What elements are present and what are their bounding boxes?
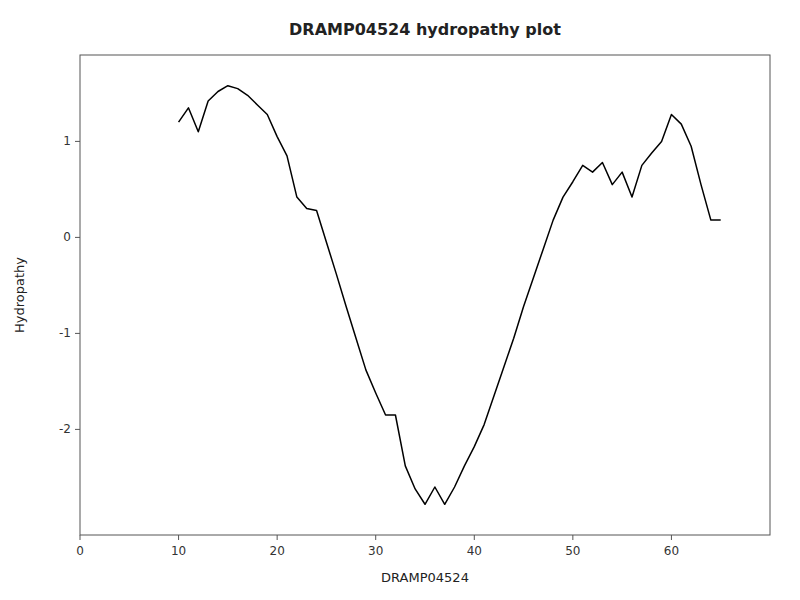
x-tick [375, 535, 376, 540]
plot-data [179, 86, 721, 505]
background [0, 0, 800, 600]
y-tick [75, 237, 80, 238]
y-tick [75, 141, 80, 142]
x-tick-label: 30 [368, 544, 383, 558]
y-tick-label: -2 [59, 422, 71, 436]
x-tick [671, 535, 672, 540]
x-tick-label: 20 [270, 544, 285, 558]
x-tick [277, 535, 278, 540]
x-tick [474, 535, 475, 540]
x-axis: 0 10 20 30 40 50 60 [76, 535, 679, 558]
y-tick-label: 0 [63, 230, 71, 244]
y-tick-label: 1 [63, 134, 71, 148]
x-tick-label: 40 [467, 544, 482, 558]
y-tick-label: -1 [59, 326, 71, 340]
x-tick-label: 50 [565, 544, 580, 558]
x-tick [572, 535, 573, 540]
x-tick [178, 535, 179, 540]
title: DRAMP04524 hydropathy plot [289, 20, 561, 39]
x-tick-label: 10 [171, 544, 186, 558]
x-tick-label: 60 [664, 544, 679, 558]
x-axis-label: DRAMP04524 [381, 570, 469, 585]
x-tick-label: 0 [76, 544, 84, 558]
data-line [179, 86, 721, 505]
y-tick [75, 429, 80, 430]
plot-frame [80, 55, 770, 535]
x-tick [80, 535, 81, 540]
y-axis-label: Hydropathy [12, 257, 27, 333]
y-axis: -2 -1 0 1 [59, 134, 80, 436]
chart: 0 10 20 30 40 50 60 -2 -1 0 1 DRAMP04524 hydropathy… [0, 0, 800, 600]
y-tick [75, 333, 80, 334]
